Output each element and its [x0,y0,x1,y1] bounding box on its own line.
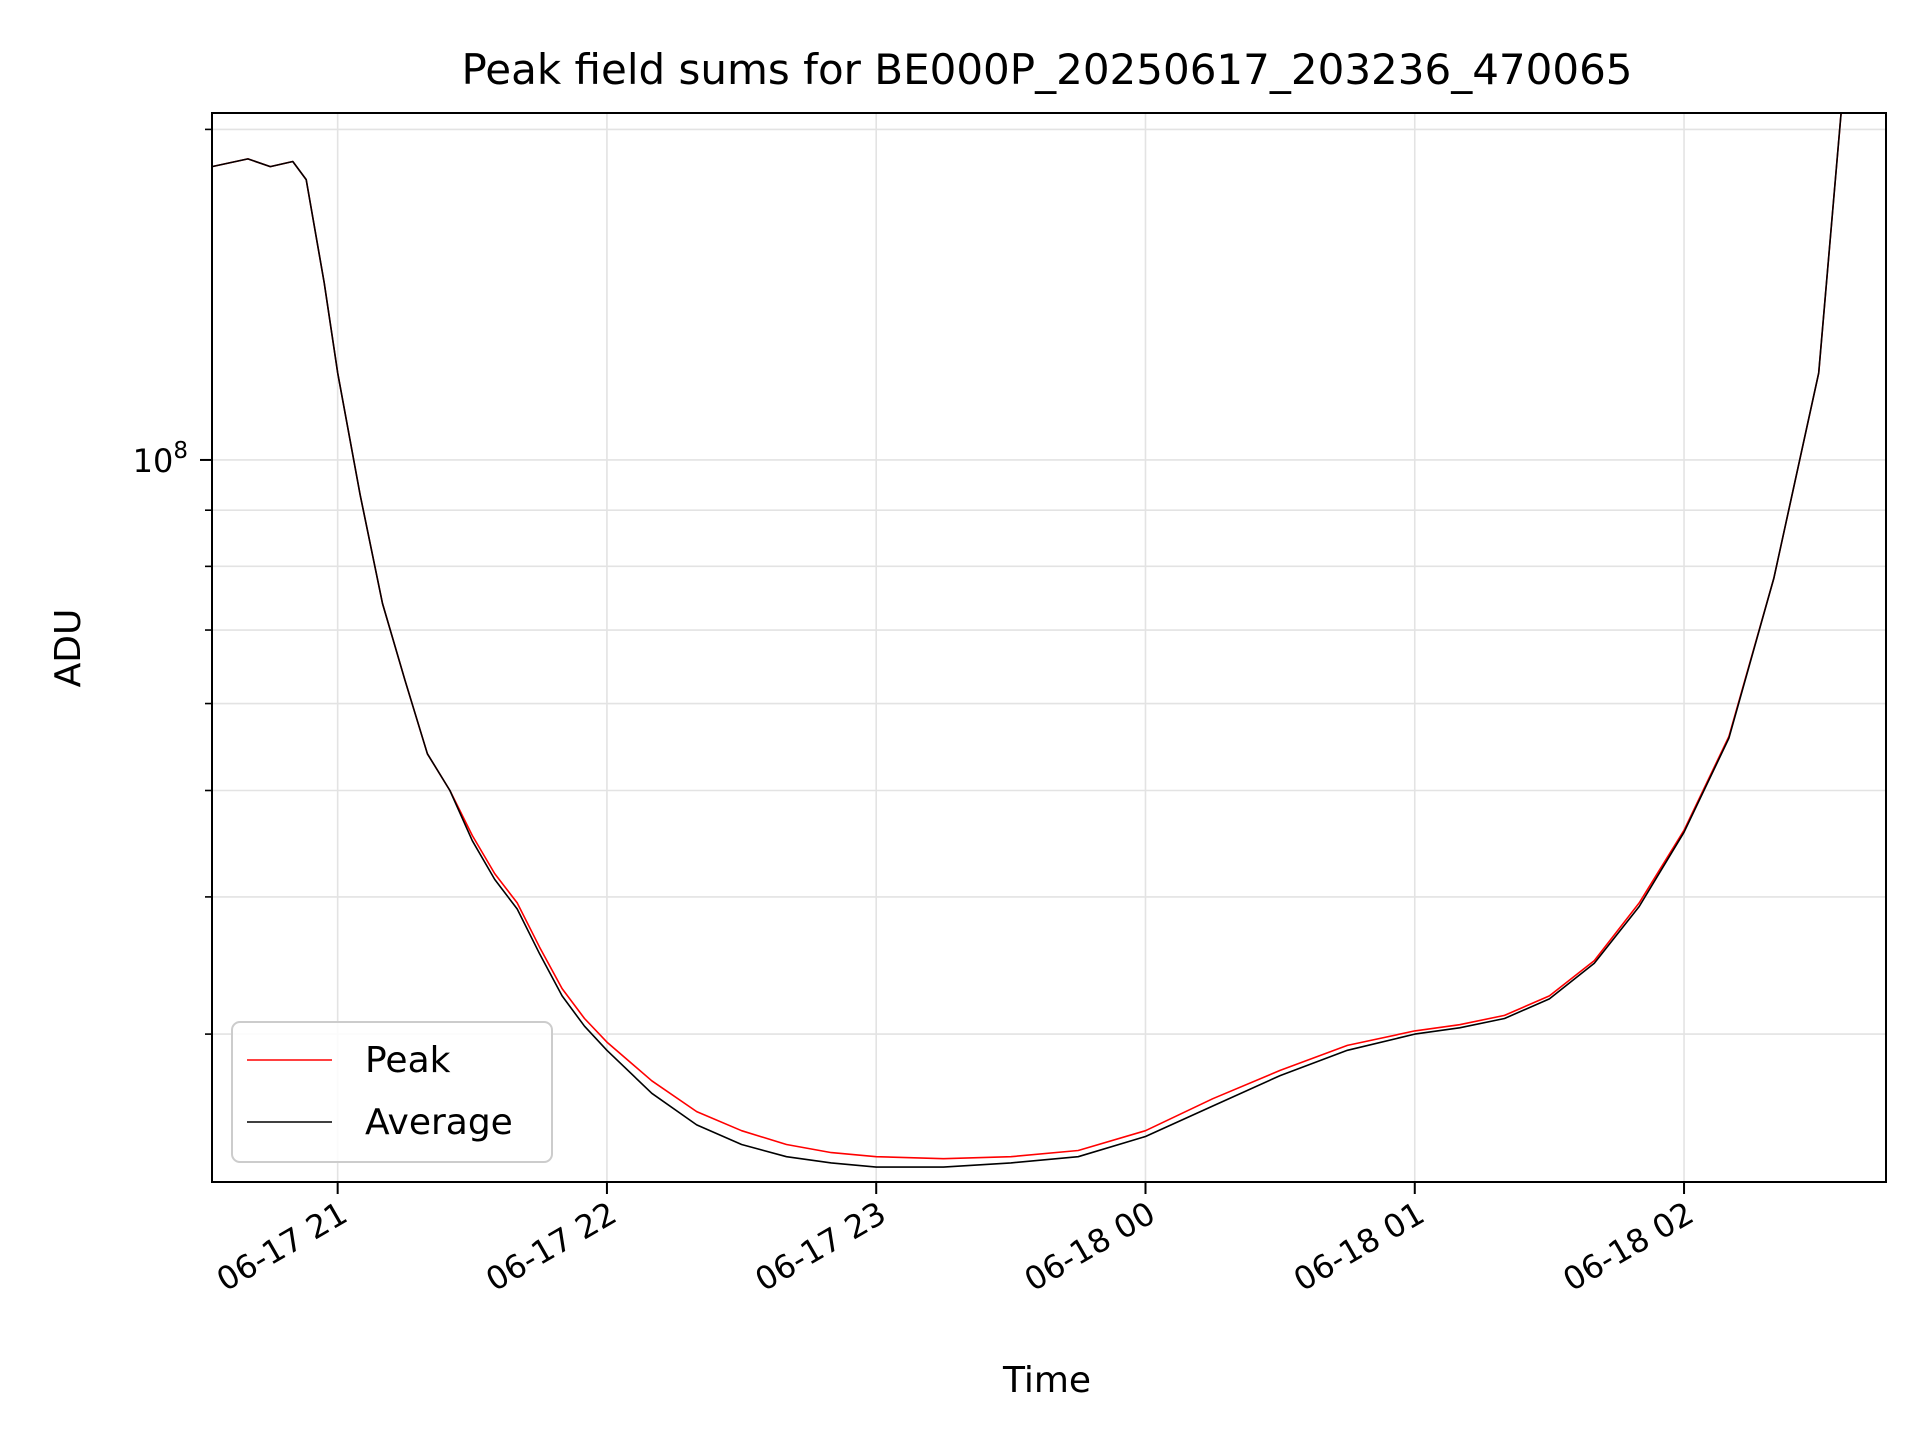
x-axis-label: Time [1002,1360,1091,1401]
plot-frame [211,112,1887,1183]
series-layer [211,112,1842,1168]
legend-box [231,1021,553,1163]
y-tick-label: 108 [133,438,188,480]
y-axis-label: ADU [48,609,89,688]
legend: Peak Average [231,1021,553,1163]
chart-title: Peak field sums for BE000P_20250617_2032… [461,45,1632,94]
legend-label-average: Average [365,1102,513,1143]
y-axis: 108 [133,128,212,1035]
series-line-average [211,112,1842,1168]
legend-label-peak: Peak [365,1040,451,1081]
